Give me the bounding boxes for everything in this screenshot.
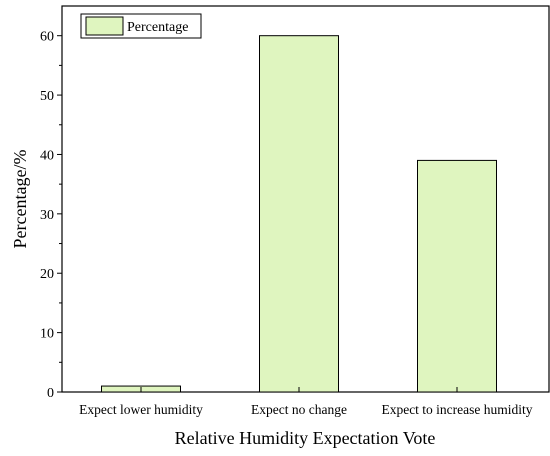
y-axis-title: Percentage/% bbox=[10, 150, 30, 249]
x-tick-label: Expect lower humidity bbox=[79, 402, 203, 417]
y-tick-label: 30 bbox=[40, 208, 54, 223]
y-tick-label: 10 bbox=[40, 327, 54, 342]
legend-swatch bbox=[85, 16, 124, 36]
legend-label: Percentage bbox=[127, 20, 188, 35]
y-tick-label: 60 bbox=[40, 30, 54, 45]
y-tick-label: 0 bbox=[47, 386, 54, 401]
bar-expect-no-change bbox=[259, 35, 339, 393]
legend: Percentage bbox=[80, 13, 202, 39]
y-tick-label: 20 bbox=[40, 267, 54, 282]
bar-expect-to-increase-humidity bbox=[417, 159, 497, 393]
x-tick-label: Expect to increase humidity bbox=[381, 402, 532, 417]
bars-layer bbox=[101, 35, 497, 393]
x-axis-title: Relative Humidity Expectation Vote bbox=[175, 428, 436, 448]
y-tick-label: 50 bbox=[40, 89, 54, 104]
y-tick-label: 40 bbox=[40, 148, 54, 163]
x-tick-label: Expect no change bbox=[251, 402, 347, 417]
y-axis-ticks: 0 10 20 30 40 50 60 bbox=[40, 30, 62, 401]
x-axis-category-labels: Expect lower humidity Expect no change Exp… bbox=[79, 387, 533, 417]
